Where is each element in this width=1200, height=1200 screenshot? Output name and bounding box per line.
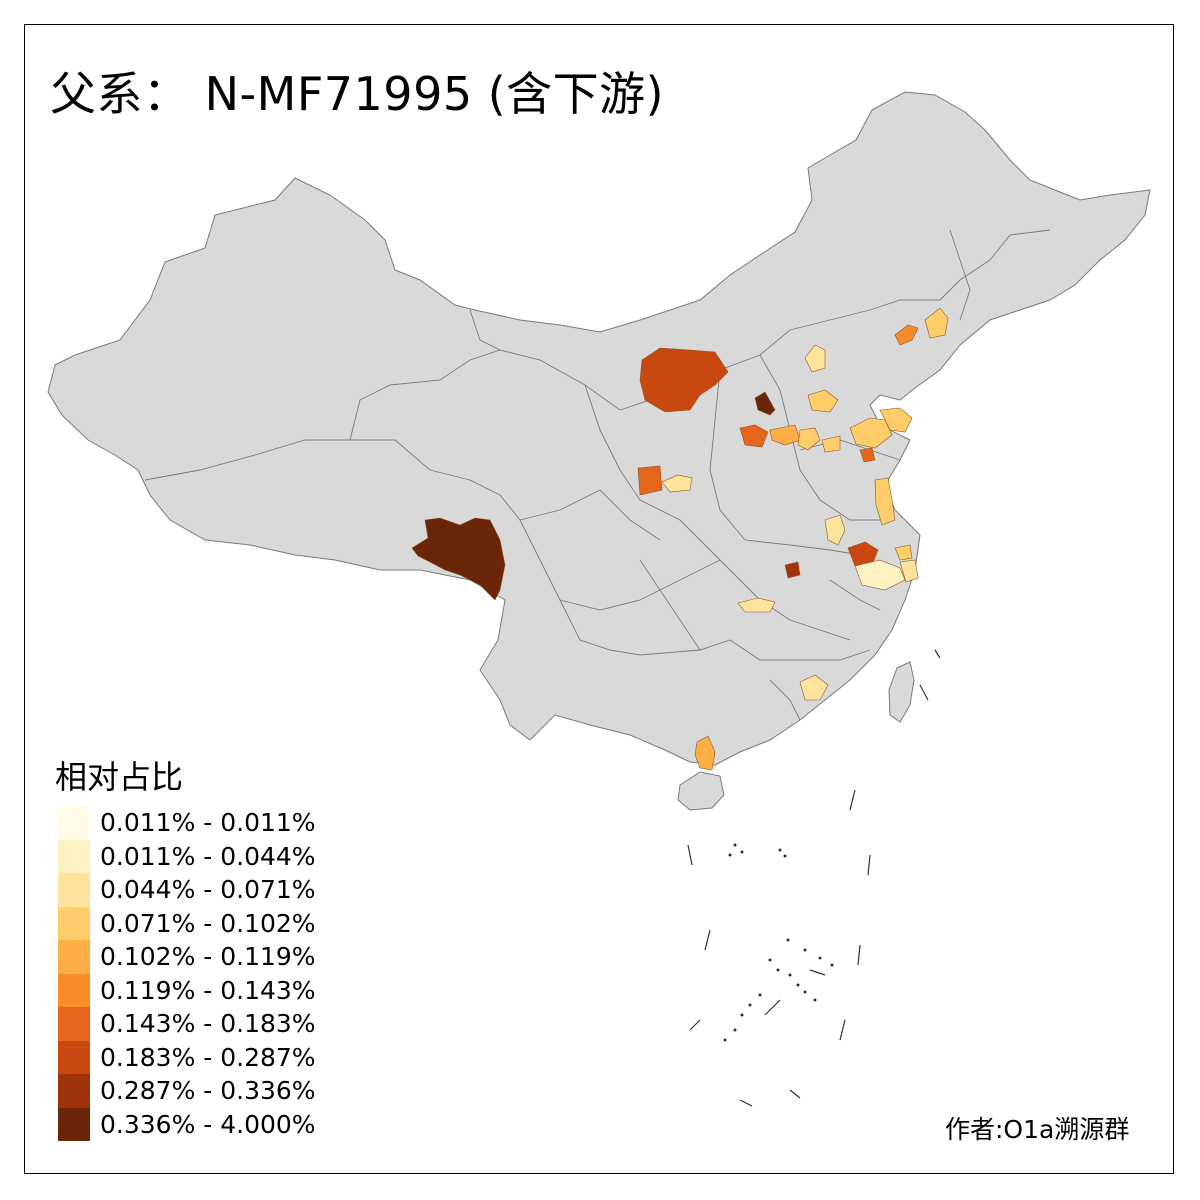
- south-china-sea-lines: [687, 649, 941, 1107]
- legend-swatch: [58, 1074, 90, 1108]
- legend-item: 0.119% - 0.143%: [58, 973, 358, 1007]
- legend-label: 0.119% - 0.143%: [100, 975, 316, 1005]
- region-shandong-3: [859, 447, 876, 463]
- legend-swatch: [58, 1107, 90, 1141]
- author-credit: 作者:O1a溯源群: [945, 1115, 1130, 1144]
- region-anhui-south: [847, 541, 879, 567]
- legend-label: 0.183% - 0.287%: [100, 1042, 316, 1072]
- region-hunan: [737, 597, 776, 613]
- region-liaoning: [894, 324, 919, 346]
- legend-swatch: [58, 839, 90, 873]
- region-hebei: [804, 344, 826, 373]
- legend-swatch: [58, 940, 90, 974]
- legend-label: 0.044% - 0.071%: [100, 875, 316, 904]
- legend-swatch: [58, 906, 90, 940]
- legend-item: 0.336% - 4.000%: [58, 1107, 358, 1141]
- legend-label: 0.336% - 4.000%: [100, 1109, 316, 1139]
- region-shaanxi-2: [661, 474, 693, 493]
- region-hubei-east: [784, 561, 801, 579]
- legend-label: 0.143% - 0.183%: [100, 1009, 316, 1038]
- region-henan-3: [821, 435, 841, 453]
- region-liaoning-2: [924, 307, 949, 339]
- region-zhejiang-2: [899, 559, 919, 583]
- legend-item: 0.287% - 0.336%: [58, 1074, 358, 1108]
- legend-item: 0.102% - 0.119%: [58, 940, 358, 974]
- legend-label: 0.102% - 0.119%: [100, 942, 316, 971]
- region-tibet-east: [411, 517, 506, 601]
- legend-item: 0.011% - 0.044%: [58, 839, 358, 873]
- region-shanxi-south: [739, 424, 769, 448]
- region-shaanxi: [637, 465, 663, 496]
- legend-item: 0.143% - 0.183%: [58, 1007, 358, 1041]
- legend-item: 0.183% - 0.287%: [58, 1040, 358, 1074]
- map-frame: [24, 24, 1174, 1174]
- region-shanghai: [894, 544, 913, 561]
- taiwan-island: [888, 661, 915, 723]
- region-henan-north: [769, 424, 801, 446]
- china-landmass: [47, 91, 1151, 766]
- highlighted-regions: [411, 307, 949, 771]
- legend-item: 0.011% - 0.011%: [58, 806, 358, 840]
- region-jiangsu: [874, 477, 896, 526]
- region-anhui: [824, 514, 846, 546]
- region-zhejiang: [854, 559, 906, 591]
- island-dots: [723, 843, 834, 1042]
- provincial-borders: [144, 229, 1051, 721]
- region-leizhou: [694, 735, 716, 771]
- region-shandong: [849, 417, 893, 449]
- legend-title: 相对占比: [55, 758, 184, 796]
- region-shanxi-north: [754, 391, 776, 416]
- hainan-island: [677, 771, 725, 811]
- legend-item: 0.044% - 0.071%: [58, 873, 358, 907]
- legend: 0.011% - 0.011% 0.011% - 0.044% 0.044% -…: [58, 806, 358, 1141]
- region-hebei-2: [807, 389, 839, 413]
- legend-swatch: [58, 873, 90, 907]
- region-inner-mongolia-central: [639, 347, 729, 413]
- region-henan-2: [797, 427, 821, 451]
- region-guangdong: [799, 674, 829, 701]
- map-title: 父系： N-MF71995 (含下游): [50, 67, 665, 121]
- legend-swatch: [58, 973, 90, 1007]
- legend-swatch: [58, 1040, 90, 1074]
- region-shandong-2: [879, 407, 913, 433]
- legend-item: 0.071% - 0.102%: [58, 906, 358, 940]
- legend-label: 0.071% - 0.102%: [100, 908, 316, 938]
- legend-swatch: [58, 806, 90, 840]
- legend-label: 0.287% - 0.336%: [100, 1076, 316, 1105]
- legend-swatch: [58, 1007, 90, 1041]
- legend-label: 0.011% - 0.044%: [100, 841, 316, 871]
- legend-label: 0.011% - 0.011%: [100, 808, 316, 837]
